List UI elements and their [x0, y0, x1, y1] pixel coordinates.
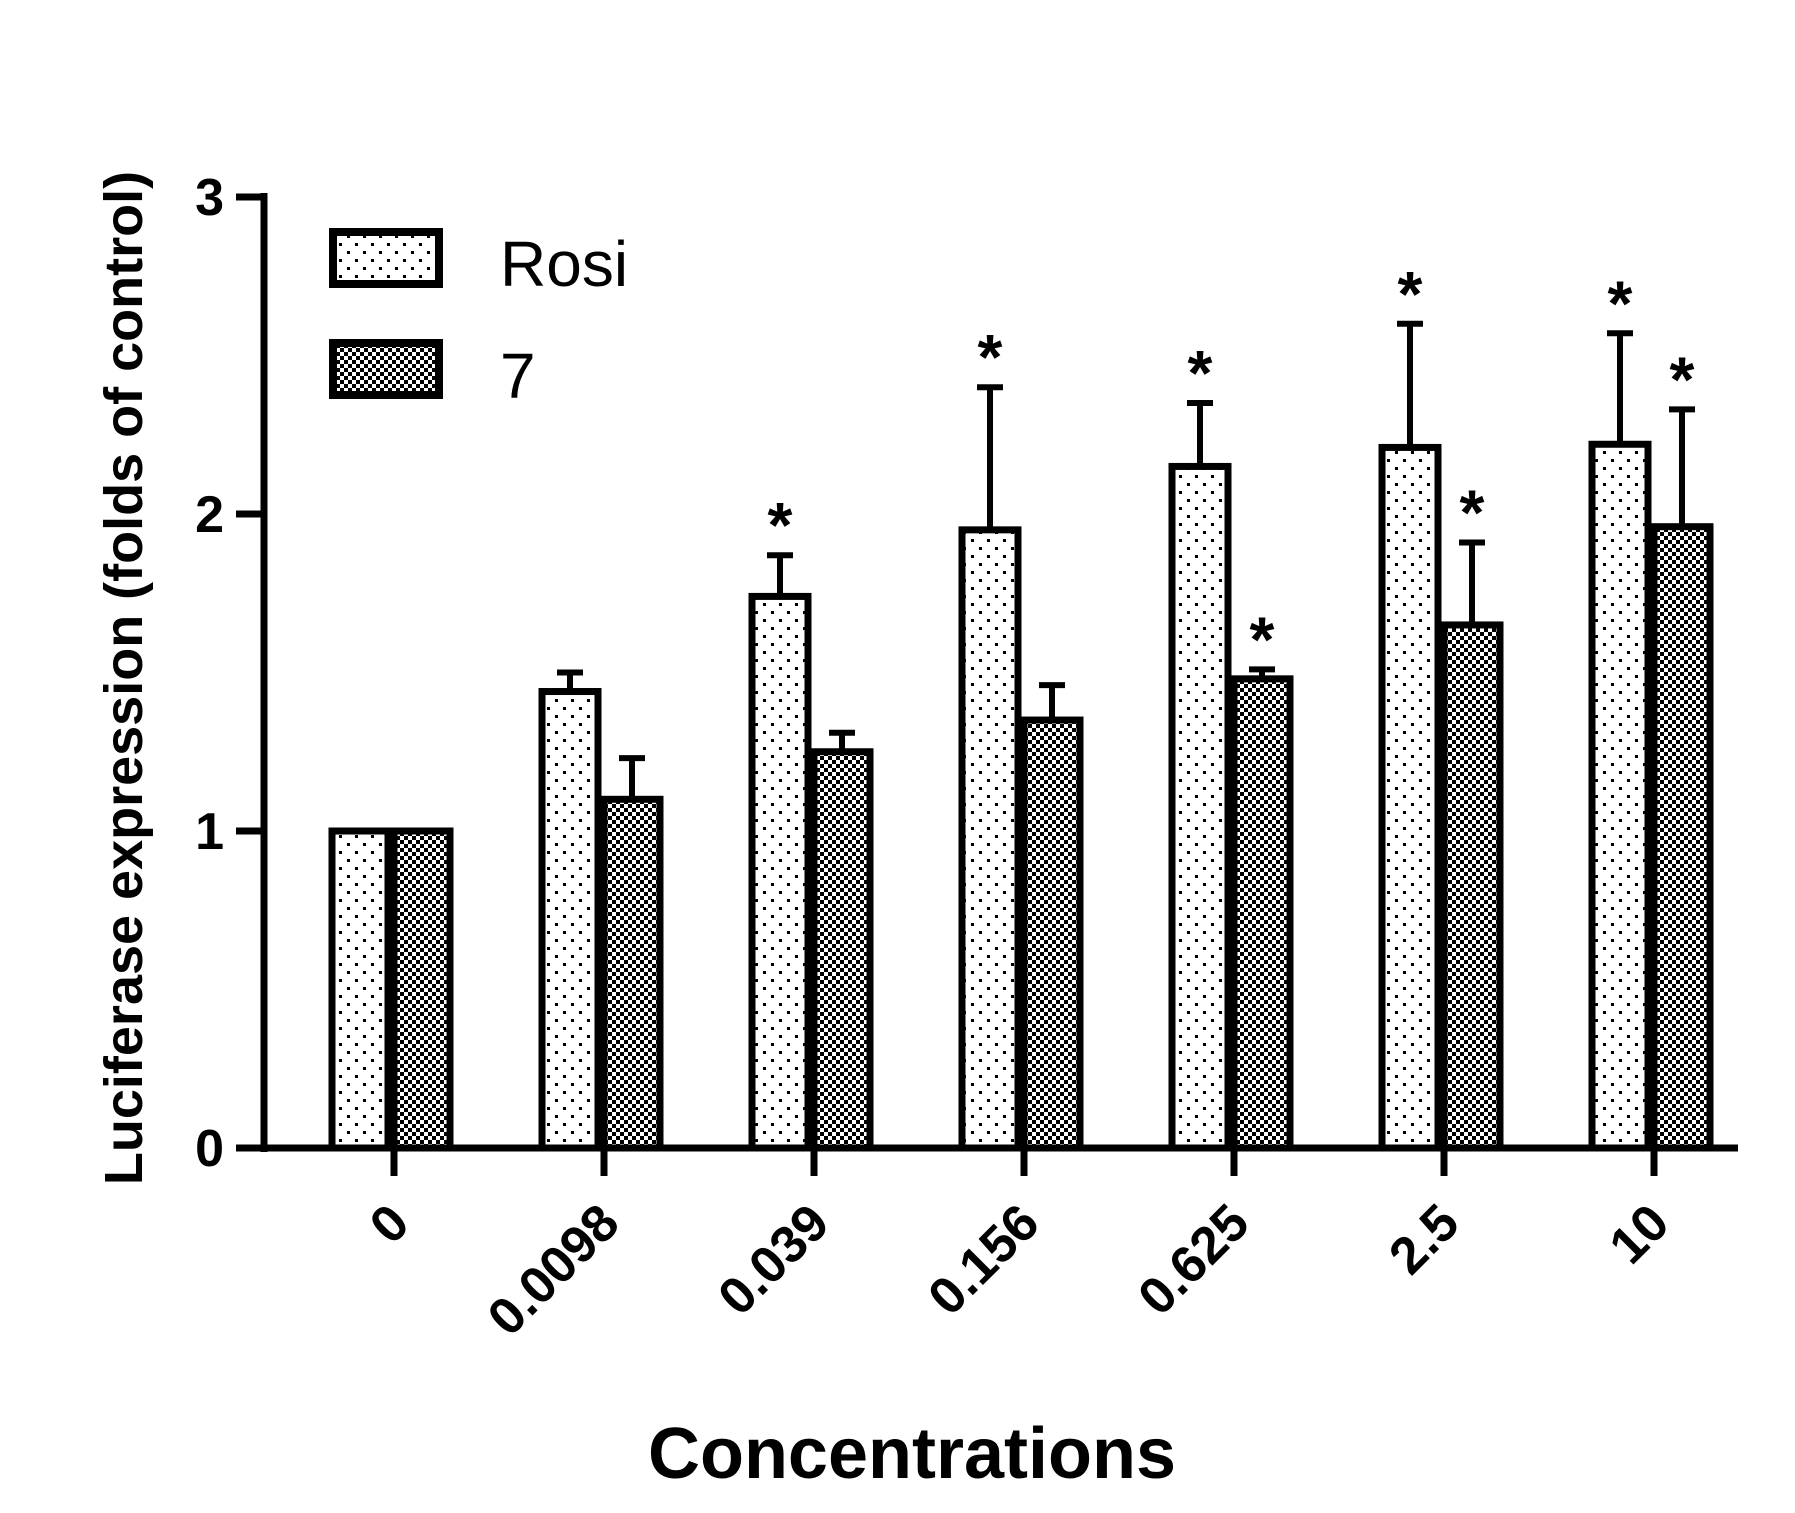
x-tick-label-5: 2.5: [1378, 1193, 1470, 1285]
bar-0-6: [1588, 440, 1652, 1152]
y-axis-title: Luciferase expression (folds of control): [94, 171, 154, 1185]
y-tick-label-3: 3: [195, 169, 224, 227]
legend: Rosi 7: [329, 228, 628, 412]
y-tick-label-0: 0: [195, 1120, 224, 1178]
significance-star-0-3: *: [978, 321, 1003, 393]
bar-1-4: [1230, 675, 1294, 1152]
y-tick-label-1: 1: [195, 803, 224, 861]
legend-swatch-rosi: [329, 228, 443, 288]
x-tick-label-3: 0.156: [917, 1193, 1050, 1326]
x-tick-label-0: 0: [359, 1193, 420, 1254]
bar-0-0: [328, 827, 392, 1152]
bar-1-3: [1020, 716, 1084, 1152]
bar-0-4: [1168, 462, 1232, 1152]
bar-0-3: [958, 526, 1022, 1152]
significance-star-0-6: *: [1608, 267, 1633, 339]
legend-swatch-7: [329, 339, 443, 399]
y-tick-label-2: 2: [195, 486, 224, 544]
x-axis-title: Concentrations: [648, 1414, 1176, 1494]
x-tick-label-2: 0.039: [707, 1193, 840, 1326]
significance-star-0-5: *: [1398, 258, 1423, 330]
bar-0-2: [748, 592, 812, 1152]
significance-star-1-5: *: [1460, 477, 1485, 549]
significance-star-0-2: *: [768, 489, 793, 561]
significance-star-1-4: *: [1250, 603, 1275, 675]
significance-star-0-4: *: [1188, 337, 1213, 409]
x-tick-label-1: 0.0098: [477, 1193, 630, 1346]
bar-1-0: [390, 827, 454, 1152]
x-tick-label-6: 10: [1599, 1193, 1681, 1275]
bar-0-1: [538, 688, 602, 1152]
significance-star-1-6: *: [1670, 343, 1695, 415]
legend-label-rosi: Rosi: [500, 228, 628, 300]
bar-1-6: [1650, 523, 1714, 1152]
bar-1-1: [600, 795, 664, 1152]
bar-1-5: [1440, 621, 1504, 1152]
legend-label-7: 7: [500, 340, 536, 412]
x-tick-label-4: 0.625: [1127, 1193, 1260, 1326]
bar-0-5: [1378, 443, 1442, 1152]
bar-1-2: [810, 748, 874, 1152]
